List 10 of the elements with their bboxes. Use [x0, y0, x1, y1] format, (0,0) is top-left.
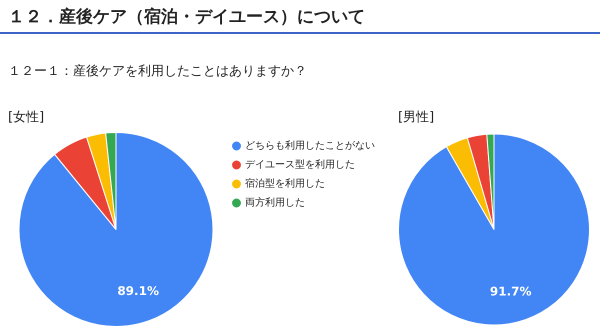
legend-label: 宿泊型を利用した	[245, 178, 325, 190]
chart-title: [女性]	[8, 109, 46, 127]
legend-label: デイユース型を利用した	[245, 158, 355, 171]
data-label: 89.1%	[117, 284, 159, 298]
data-label: 91.7%	[490, 284, 532, 298]
legend-label: どちらも利用したことがない	[245, 140, 375, 152]
text: １２ー１：産後ケアを利用したことはありますか？	[8, 63, 307, 80]
chart-title: [男性]	[398, 109, 436, 127]
legend-label: 両方利用した	[245, 196, 305, 209]
text: １２．産後ケア（宿泊・デイユース）について	[8, 6, 365, 28]
